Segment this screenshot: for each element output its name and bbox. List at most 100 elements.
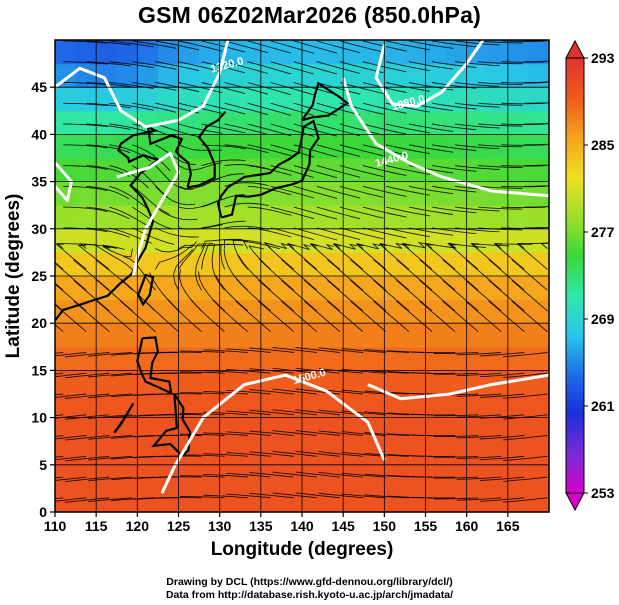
streamline <box>432 185 477 193</box>
field-cell <box>425 40 447 65</box>
field-cell <box>446 205 468 230</box>
streamline <box>73 259 110 291</box>
field-cell <box>55 346 77 371</box>
field-cell <box>219 252 241 277</box>
streamline <box>304 279 341 312</box>
streamline <box>88 455 133 461</box>
field-cell <box>96 158 118 183</box>
streamline <box>247 185 292 196</box>
streamline <box>88 497 133 503</box>
streamline <box>432 165 477 172</box>
field-cell <box>507 205 530 230</box>
streamline <box>55 372 87 378</box>
y-tick-label: 15 <box>31 362 47 378</box>
streamline <box>63 102 108 107</box>
field-cell <box>446 370 468 395</box>
field-cell <box>75 346 97 371</box>
streamline <box>155 241 197 253</box>
streamline <box>232 240 249 270</box>
field-cell <box>219 323 241 348</box>
field-cell <box>466 110 488 135</box>
streamline <box>385 165 430 175</box>
field-cell <box>116 40 138 65</box>
contour-line <box>341 77 549 198</box>
streamline <box>316 227 361 241</box>
streamline <box>432 206 477 214</box>
streamline <box>63 144 108 149</box>
field-cell <box>446 134 468 159</box>
streamline <box>456 414 502 418</box>
field-cell <box>384 370 406 395</box>
streamline <box>433 435 479 438</box>
field-cell <box>466 134 488 159</box>
streamline <box>479 352 525 357</box>
streamline <box>447 242 487 249</box>
streamline <box>201 82 246 94</box>
field-cell <box>528 158 550 183</box>
streamline <box>86 185 130 200</box>
field-cell <box>199 276 221 301</box>
streamline <box>339 185 384 198</box>
streamline <box>263 242 289 250</box>
field-cell <box>528 488 550 513</box>
streamline <box>339 123 384 136</box>
field-cell <box>75 110 97 135</box>
credit-line-data: Data from http://database.rish.kyoto-u.a… <box>165 589 454 601</box>
field-cell <box>96 181 118 206</box>
field-cell <box>446 110 468 135</box>
field-cell <box>466 205 488 230</box>
field-cell <box>528 205 550 230</box>
contour-line <box>367 373 549 401</box>
field-cell <box>404 323 427 348</box>
streamline <box>455 206 500 212</box>
streamline <box>456 455 502 460</box>
streamline <box>180 371 225 374</box>
streamline <box>501 206 546 209</box>
streamline <box>478 102 523 106</box>
streamline <box>501 61 546 63</box>
field-cell <box>116 464 138 489</box>
streamline <box>488 300 525 333</box>
streamline <box>350 300 387 333</box>
streamline <box>408 123 454 132</box>
streamline <box>155 123 199 138</box>
field-cell <box>404 370 427 395</box>
streamline <box>272 347 317 353</box>
streamline <box>402 243 433 270</box>
streamline <box>247 206 292 216</box>
streamline <box>155 227 199 238</box>
streamline <box>488 279 525 312</box>
streamline <box>102 246 133 258</box>
streamline <box>178 123 223 134</box>
field-cell <box>425 134 447 159</box>
colorbar-tick-label: 285 <box>591 137 615 153</box>
streamline <box>410 476 456 478</box>
field-cell <box>528 441 550 466</box>
streamline <box>318 368 363 374</box>
y-tick-label: 40 <box>31 126 47 142</box>
field-cell <box>55 252 77 277</box>
streamline <box>272 430 317 436</box>
streamline <box>63 165 108 170</box>
field-cell <box>487 158 509 183</box>
streamline <box>295 450 340 457</box>
streamline <box>109 206 151 228</box>
field-cell <box>446 276 468 301</box>
streamline <box>442 300 479 333</box>
field-cell <box>302 417 324 442</box>
coastlines <box>55 81 350 457</box>
field-cell <box>466 323 488 348</box>
streamline <box>478 61 523 65</box>
streamline <box>493 243 525 270</box>
field-cell <box>343 488 365 513</box>
x-tick-label: 130 <box>208 518 232 534</box>
streamline <box>179 269 202 312</box>
streamline <box>86 206 130 220</box>
field-cell <box>487 205 509 230</box>
streamline <box>432 102 477 110</box>
streamline <box>408 61 454 70</box>
streamline <box>501 227 546 229</box>
streamline <box>286 243 318 270</box>
field-cell <box>75 158 97 183</box>
streamline <box>364 349 410 353</box>
